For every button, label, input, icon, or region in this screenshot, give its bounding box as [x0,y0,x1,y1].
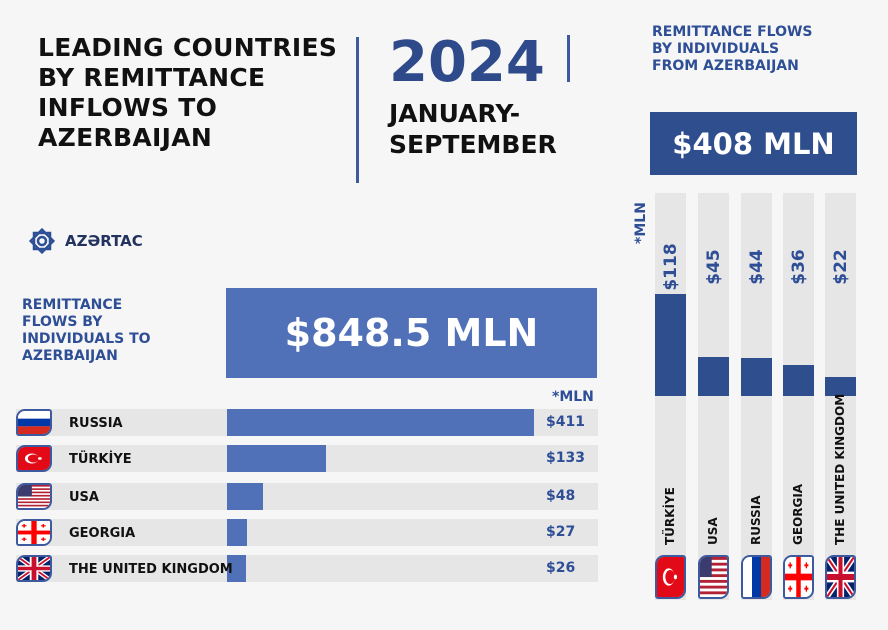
bar [698,357,729,396]
bar-row: USA $48 [16,483,598,510]
bar-column: $45 USA [698,193,729,600]
outflow-total: $408 MLN [650,112,857,175]
inflow-title: REMITTANCE FLOWS BY INDIVIDUALS TO AZERB… [22,297,151,364]
bar-category: RUSSIA [749,495,763,545]
usa-flag-icon [698,555,729,599]
bar-category: USA [706,517,720,545]
bar-category: THE UNITED KINGDOM [833,393,847,545]
bar-category: TÜRKİYE [69,452,132,467]
bar-value-label: $45 [703,249,724,285]
divider [567,35,570,82]
bar-category: TÜRKİYE [663,487,677,545]
logo-icon [28,227,56,255]
bar-category: USA [69,490,99,505]
bar-value-label: $44 [746,249,767,285]
bar-row: THE UNITED KINGDOM $26 [16,555,598,582]
bar-value-label: $118 [660,243,681,291]
usa-flag-icon [16,483,52,510]
bar-category: GEORGIA [791,483,805,545]
inflow-unit: *MLN [552,389,594,405]
page-title: LEADING COUNTRIES BY REMITTANCE INFLOWS … [38,33,338,152]
bar-column: $22 THE UNITED KINGDOM [825,193,856,600]
bar-category: RUSSIA [69,416,123,431]
bar-category: THE UNITED KINGDOM [69,562,233,577]
bar [825,376,856,396]
bar-row: RUSSIA $411 [16,409,598,436]
period: JANUARY- SEPTEMBER [389,99,557,159]
inflow-total: $848.5 MLN [226,288,597,378]
uk-flag-icon [825,555,856,599]
bar-column: $118 TÜRKİYE [655,193,686,600]
bar [655,294,686,396]
bar [227,555,247,582]
bar [227,445,327,472]
year: 2024 [389,30,545,95]
bar-value-label: $48 [546,488,576,504]
bar-column: $36 GEORGIA [783,193,814,600]
bar-category: GEORGIA [69,526,136,541]
turkiye-flag-icon [655,555,686,599]
bar-value-label: $411 [546,414,585,430]
bar [741,357,772,396]
bar [227,483,263,510]
bar-column: $44 RUSSIA [741,193,772,600]
georgia-flag-icon [16,519,52,546]
divider [356,37,359,183]
logo: AZƏRTAC [27,226,143,256]
bar-value-label: $22 [830,249,851,285]
uk-flag-icon [16,555,52,582]
bar [783,364,814,396]
bar-value-label: $133 [546,450,585,466]
outflow-title: REMITTANCE FLOWS BY INDIVIDUALS FROM AZE… [652,24,813,74]
logo-text: AZƏRTAC [65,232,143,250]
bar-value-label: $27 [546,524,576,540]
bar [227,409,534,436]
bar-row: TÜRKİYE $133 [16,445,598,472]
bar [227,519,248,546]
russia-flag-icon [16,409,52,436]
russia-flag-icon [741,555,772,599]
turkiye-flag-icon [16,445,52,472]
georgia-flag-icon [783,555,814,599]
outflow-unit: *MLN [632,202,649,244]
bar-row: GEORGIA $27 [16,519,598,546]
bar-value-label: $36 [788,249,809,285]
bar-value-label: $26 [546,560,576,576]
